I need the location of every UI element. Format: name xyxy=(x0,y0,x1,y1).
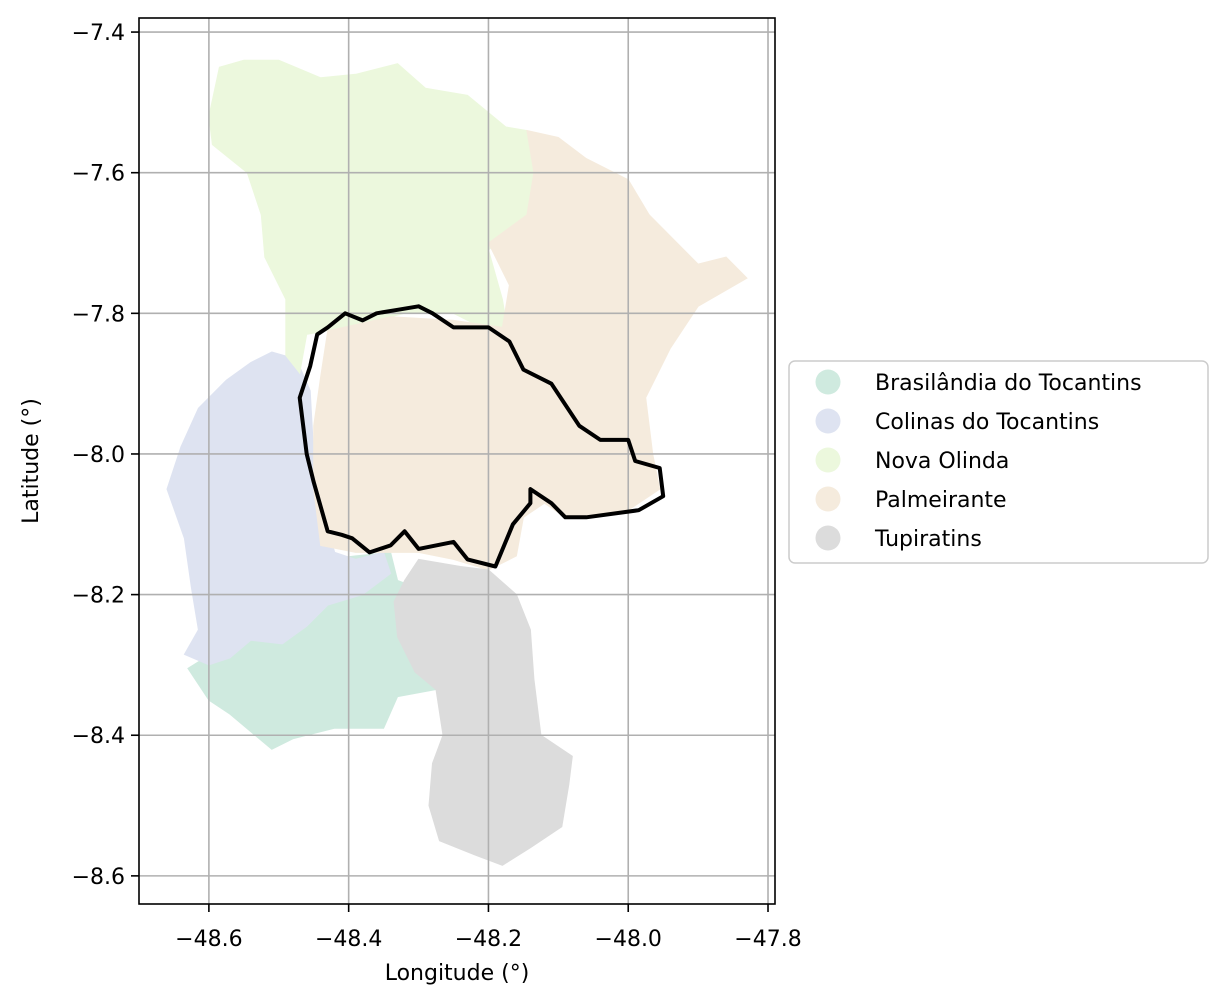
legend-label-nova-olinda: Nova Olinda xyxy=(875,449,1009,474)
y-tick-label: −8.0 xyxy=(72,443,125,468)
y-tick-label: −8.4 xyxy=(72,724,125,749)
legend-items: Brasilândia do Tocantins Colinas do Tocan… xyxy=(815,369,1142,552)
x-tick-label: −48.0 xyxy=(595,927,662,952)
x-tick-label: −48.6 xyxy=(175,927,242,952)
legend-label-colinas-do-tocantins: Colinas do Tocantins xyxy=(875,410,1099,435)
legend-label-tupiratins: Tupiratins xyxy=(874,527,982,552)
grid-layer xyxy=(139,18,775,904)
y-tick-label: −7.4 xyxy=(72,21,125,46)
plot-area xyxy=(138,17,776,905)
y-tick-label: −8.2 xyxy=(72,584,125,609)
x-tick-label: −48.2 xyxy=(455,927,522,952)
legend-label-palmeirante: Palmeirante xyxy=(875,488,1007,513)
x-axis-label: Longitude (°) xyxy=(385,961,530,986)
legend-frame xyxy=(788,360,1209,564)
y-axis-label: Latitude (°) xyxy=(19,398,44,524)
plot-frame xyxy=(138,17,776,905)
legend-swatch-nova-olinda xyxy=(815,447,841,473)
legend-swatch-brasilandia-do-tocantins xyxy=(815,369,841,395)
x-tick-label: −48.4 xyxy=(315,927,382,952)
legend-swatch-palmeirante xyxy=(815,486,841,512)
legend-swatch-colinas-do-tocantins xyxy=(815,408,841,434)
legend: Brasilândia do Tocantins Colinas do Tocan… xyxy=(788,360,1209,564)
x-tick-label: −47.8 xyxy=(734,927,801,952)
y-tick-label: −7.8 xyxy=(72,302,125,327)
legend-label-brasilandia-do-tocantins: Brasilândia do Tocantins xyxy=(875,371,1142,396)
y-axis: −7.4 −7.6 −7.8 −8.0 −8.2 −8.4 −8.6 xyxy=(72,21,139,890)
y-tick-label: −8.6 xyxy=(72,865,125,890)
legend-swatch-tupiratins xyxy=(815,525,841,551)
outline-layer xyxy=(297,304,666,569)
x-axis: −48.6 −48.4 −48.2 −48.0 −47.8 xyxy=(175,904,802,952)
y-tick-label: −7.6 xyxy=(72,162,125,187)
highlight-outline xyxy=(297,304,666,569)
region-tupiratins xyxy=(393,558,573,866)
